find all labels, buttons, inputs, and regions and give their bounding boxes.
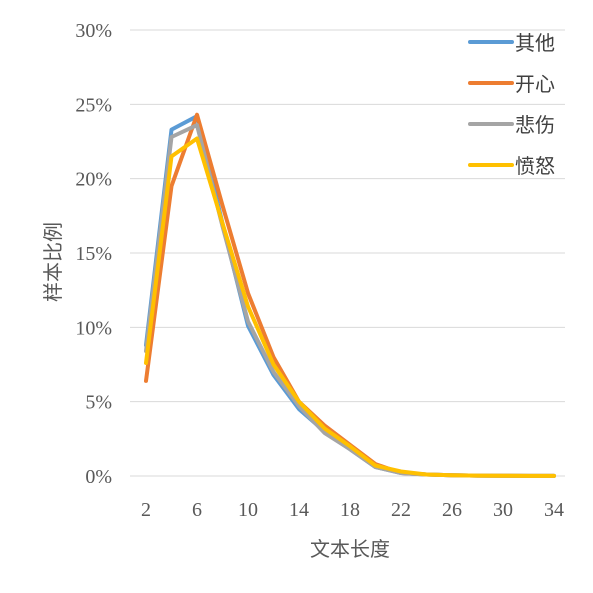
- x-axis-tick-labels: 2 6 10 14 18 22 26 30 34: [141, 499, 564, 521]
- x-tick-label: 14: [289, 499, 309, 521]
- y-axis-tick-labels: 0% 5% 10% 15% 20% 25% 30%: [75, 20, 112, 488]
- series-lines: [144, 112, 556, 478]
- y-tick-label: 5%: [85, 392, 112, 414]
- x-tick-label: 22: [391, 499, 411, 521]
- legend-label-4: 愤怒: [515, 154, 555, 178]
- y-axis-title: 样本比例: [41, 222, 65, 302]
- gridlines: [130, 29, 565, 477]
- y-tick-label: 20%: [75, 169, 112, 191]
- y-tick-label: 30%: [75, 20, 112, 42]
- x-tick-label: 30: [493, 499, 513, 521]
- x-tick-label: 10: [238, 499, 258, 521]
- legend-label-1: 其他: [515, 31, 555, 55]
- x-tick-label: 6: [192, 499, 202, 521]
- x-tick-label: 26: [442, 499, 462, 521]
- x-tick-label: 2: [141, 499, 151, 521]
- legend-label-2: 开心: [515, 72, 555, 96]
- y-tick-label: 0%: [85, 466, 112, 488]
- series-line-4: [144, 136, 556, 478]
- x-tick-label: 34: [544, 499, 564, 521]
- y-tick-label: 15%: [75, 243, 112, 265]
- legend-label-3: 悲伤: [515, 113, 555, 137]
- y-tick-label: 25%: [75, 94, 112, 116]
- x-axis-title: 文本长度: [310, 537, 390, 561]
- y-tick-label: 10%: [75, 317, 112, 339]
- x-tick-label: 18: [340, 499, 360, 521]
